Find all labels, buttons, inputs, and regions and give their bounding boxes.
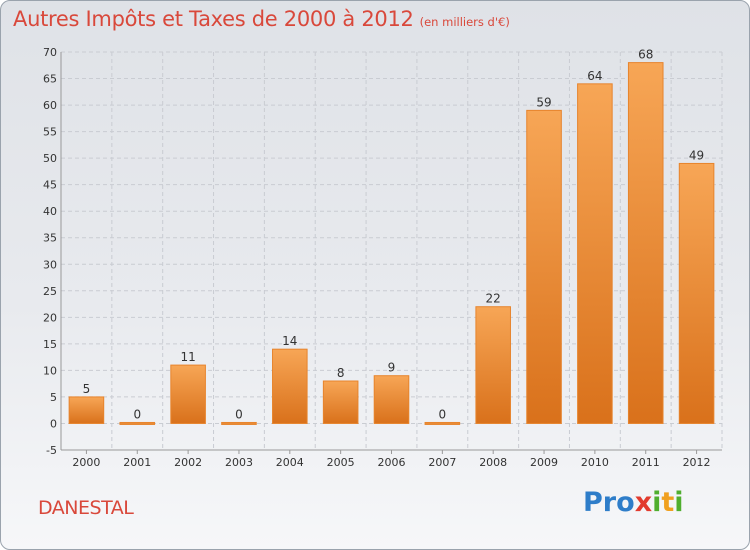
x-tick-label-2010: 2010 (581, 456, 609, 469)
x-tick-label-2008: 2008 (479, 456, 507, 469)
bar-2008 (475, 306, 511, 424)
data-label-2012: 49 (689, 148, 704, 162)
y-tick-label: 15 (43, 338, 57, 351)
data-label-2004: 14 (282, 334, 297, 348)
logo-letter: x (634, 487, 653, 518)
data-label-2011: 68 (638, 48, 653, 62)
y-tick-label: 25 (43, 285, 57, 298)
data-label-2001: 0 (133, 407, 141, 421)
bars: 5 0 11 0 14 8 9 0 22 59 64 68 49 (68, 48, 715, 425)
data-label-2005: 8 (337, 366, 345, 380)
chart-title: Autres Impôts et Taxes de 2000 à 2012 (en… (13, 7, 510, 31)
y-tick-label: 5 (50, 391, 57, 404)
data-label-2008: 22 (486, 292, 501, 306)
x-tick-label-2004: 2004 (276, 456, 304, 469)
bar-2004 (272, 348, 308, 424)
logo-letter: i (652, 487, 662, 518)
logo-letter: P (583, 487, 603, 518)
y-tick-label: 70 (43, 46, 57, 59)
bar-2011 (627, 62, 664, 424)
bar-2000 (68, 396, 105, 424)
y-tick-label: 45 (43, 179, 57, 192)
data-label-2000: 5 (83, 382, 91, 396)
y-tick-label: 10 (43, 364, 57, 377)
y-tick-label: 40 (43, 205, 57, 218)
data-label-2007: 0 (439, 407, 447, 421)
y-tick-label: 35 (43, 232, 57, 245)
logo-letter: i (674, 487, 684, 518)
y-tick-label: 65 (43, 73, 57, 86)
data-label-2006: 9 (388, 361, 396, 375)
bar-2005 (322, 380, 359, 424)
x-tick-label-2012: 2012 (683, 456, 711, 469)
data-label-2003: 0 (235, 407, 243, 421)
bar-2001 (119, 421, 156, 425)
x-tick-label-2011: 2011 (632, 456, 660, 469)
logo-letter: t (661, 487, 675, 518)
y-tick-label: 50 (43, 152, 57, 165)
data-label-2009: 59 (536, 95, 551, 109)
bar-2007 (424, 421, 461, 425)
bar-2006 (373, 375, 410, 424)
x-tick-label-2005: 2005 (327, 456, 355, 469)
y-tick-label: 60 (43, 99, 57, 112)
y-tick-label: 20 (43, 311, 57, 324)
data-label-2010: 64 (587, 69, 602, 83)
logo-letter: r (602, 487, 617, 518)
x-tick-label-2001: 2001 (123, 456, 151, 469)
x-tick-label-2007: 2007 (428, 456, 456, 469)
x-tick-label-2002: 2002 (174, 456, 202, 469)
commune-name: DANESTAL (38, 497, 134, 519)
y-tick-label: 30 (43, 258, 57, 271)
logo-letter: o (616, 487, 635, 518)
data-label-2002: 11 (180, 350, 195, 364)
x-tick-label-2006: 2006 (378, 456, 406, 469)
x-tick-label-2003: 2003 (225, 456, 253, 469)
y-tick-label: 0 (50, 417, 57, 430)
chart-title-text: Autres Impôts et Taxes de 2000 à 2012 (13, 7, 414, 31)
bar-2010 (577, 83, 613, 424)
bar-2009 (526, 109, 562, 424)
bar-2003 (221, 421, 257, 425)
chart-subtitle: (en milliers d'€) (419, 15, 510, 29)
bar-2012 (678, 162, 715, 424)
proxiti-logo: Proxiti (583, 487, 684, 518)
bar-2002 (170, 364, 206, 424)
y-tick-label: 55 (43, 126, 57, 139)
y-tick-label: -5 (46, 444, 57, 457)
x-tick-label-2000: 2000 (72, 456, 100, 469)
x-tick-label-2009: 2009 (530, 456, 558, 469)
